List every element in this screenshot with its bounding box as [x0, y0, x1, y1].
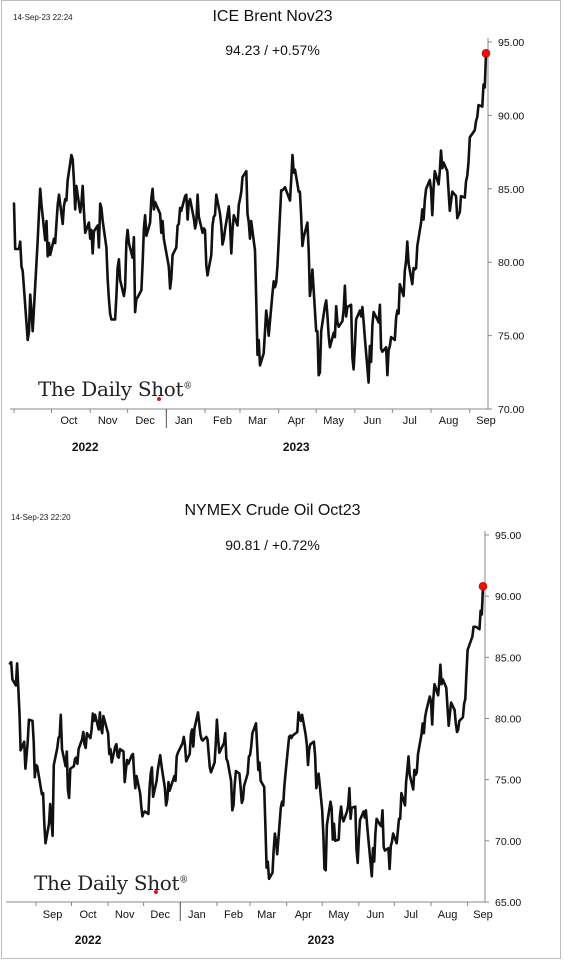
nymex-x-tick-label: Mar — [257, 909, 276, 921]
brent-x-tick-label: Dec — [135, 415, 155, 427]
brent-timestamp: 14-Sep-23 22:24 — [13, 13, 73, 22]
brent-title: ICE Brent Nov23 — [212, 8, 333, 25]
nymex-year-label: 2023 — [308, 933, 335, 947]
nymex-subtitle: 90.81 / +0.72% — [225, 537, 320, 553]
brent-y-tick-label: 95.00 — [498, 37, 524, 49]
nymex-x-tick-label: Dec — [150, 909, 170, 921]
brent-x-tick-label: Feb — [213, 415, 232, 427]
nymex-title: NYMEX Crude Oil Oct23 — [184, 502, 361, 519]
nymex-x-tick-label: Apr — [295, 909, 312, 921]
brent-y-tick-label: 85.00 — [498, 184, 524, 196]
brent-x-tick-label: Jul — [403, 415, 417, 427]
brent-x-tick-label: Jan — [175, 415, 193, 427]
nymex-x-tick-label: Feb — [224, 909, 243, 921]
nymex-panel: 65.00 70.00 75.00 80.00 85.00 90.00 95.00 Sep Oc… — [0, 480, 564, 961]
nymex-x-tick-label: Jan — [188, 909, 206, 921]
nymex-y-tick-label: 85.00 — [495, 652, 521, 664]
nymex-y-tick-label: 90.00 — [495, 591, 521, 603]
brent-subtitle: 94.23 / +0.57% — [225, 42, 320, 58]
nymex-y-tick-label: 65.00 — [495, 897, 521, 909]
nymex-y-tick-label: 75.00 — [495, 775, 521, 787]
nymex-x-tick-label: Nov — [115, 909, 135, 921]
brent-year-label: 2023 — [283, 440, 310, 454]
nymex-x-tick-label: Aug — [438, 909, 458, 921]
nymex-last-price-marker — [478, 581, 488, 591]
nymex-year-label: 2022 — [75, 933, 102, 947]
nymex-x-tick-label: Jul — [404, 909, 418, 921]
nymex-x-tick-label: Sep — [43, 909, 63, 921]
brent-y-tick-label: 90.00 — [498, 110, 524, 122]
brent-y-tick-label: 70.00 — [498, 404, 524, 416]
brent-y-tick-label: 75.00 — [498, 331, 524, 343]
nymex-x-tick-label: Sep — [473, 909, 493, 921]
nymex-watermark-registered: ® — [179, 875, 188, 886]
nymex-x-tick-label: May — [328, 909, 349, 921]
nymex-x-tick-label: Jun — [367, 909, 385, 921]
nymex-timestamp: 14-Sep-23 22:20 — [11, 513, 71, 522]
brent-year-label: 2022 — [72, 440, 99, 454]
nymex-y-tick-label: 70.00 — [495, 836, 521, 848]
brent-x-tick-label: Mar — [248, 415, 267, 427]
nymex-y-tick-label: 80.00 — [495, 714, 521, 726]
brent-chart: 70.00 75.00 80.00 85.00 90.00 95.00 Oct Nov Dec J… — [10, 37, 524, 454]
brent-watermark-registered: ® — [183, 381, 192, 392]
nymex-chart: 65.00 70.00 75.00 80.00 85.00 90.00 95.00 Sep Oc… — [6, 530, 521, 947]
nymex-watermark-logo: The Daily Shot® — [34, 871, 188, 895]
brent-x-tick-label: Nov — [98, 415, 118, 427]
brent-x-tick-label: Sep — [476, 415, 496, 427]
brent-watermark-dot — [157, 397, 161, 401]
brent-x-tick-label: Jun — [363, 415, 381, 427]
nymex-price-line — [8, 585, 485, 881]
brent-x-tick-label: Apr — [288, 415, 305, 427]
brent-x-tick-label: Oct — [60, 415, 77, 427]
brent-y-tick-label: 80.00 — [498, 257, 524, 269]
brent-panel: 70.00 75.00 80.00 85.00 90.00 95.00 Oct Nov Dec J… — [0, 0, 564, 480]
brent-x-tick-label: May — [323, 415, 344, 427]
brent-price-line — [12, 51, 488, 384]
nymex-watermark-dot — [154, 890, 158, 894]
brent-x-tick-label: Aug — [439, 415, 459, 427]
brent-last-price-marker — [481, 49, 491, 58]
nymex-x-tick-label: Oct — [79, 909, 96, 921]
brent-watermark-text: The Daily Shot — [38, 377, 184, 401]
nymex-y-tick-label: 95.00 — [495, 530, 521, 542]
brent-watermark-logo: The Daily Shot® — [38, 377, 192, 401]
